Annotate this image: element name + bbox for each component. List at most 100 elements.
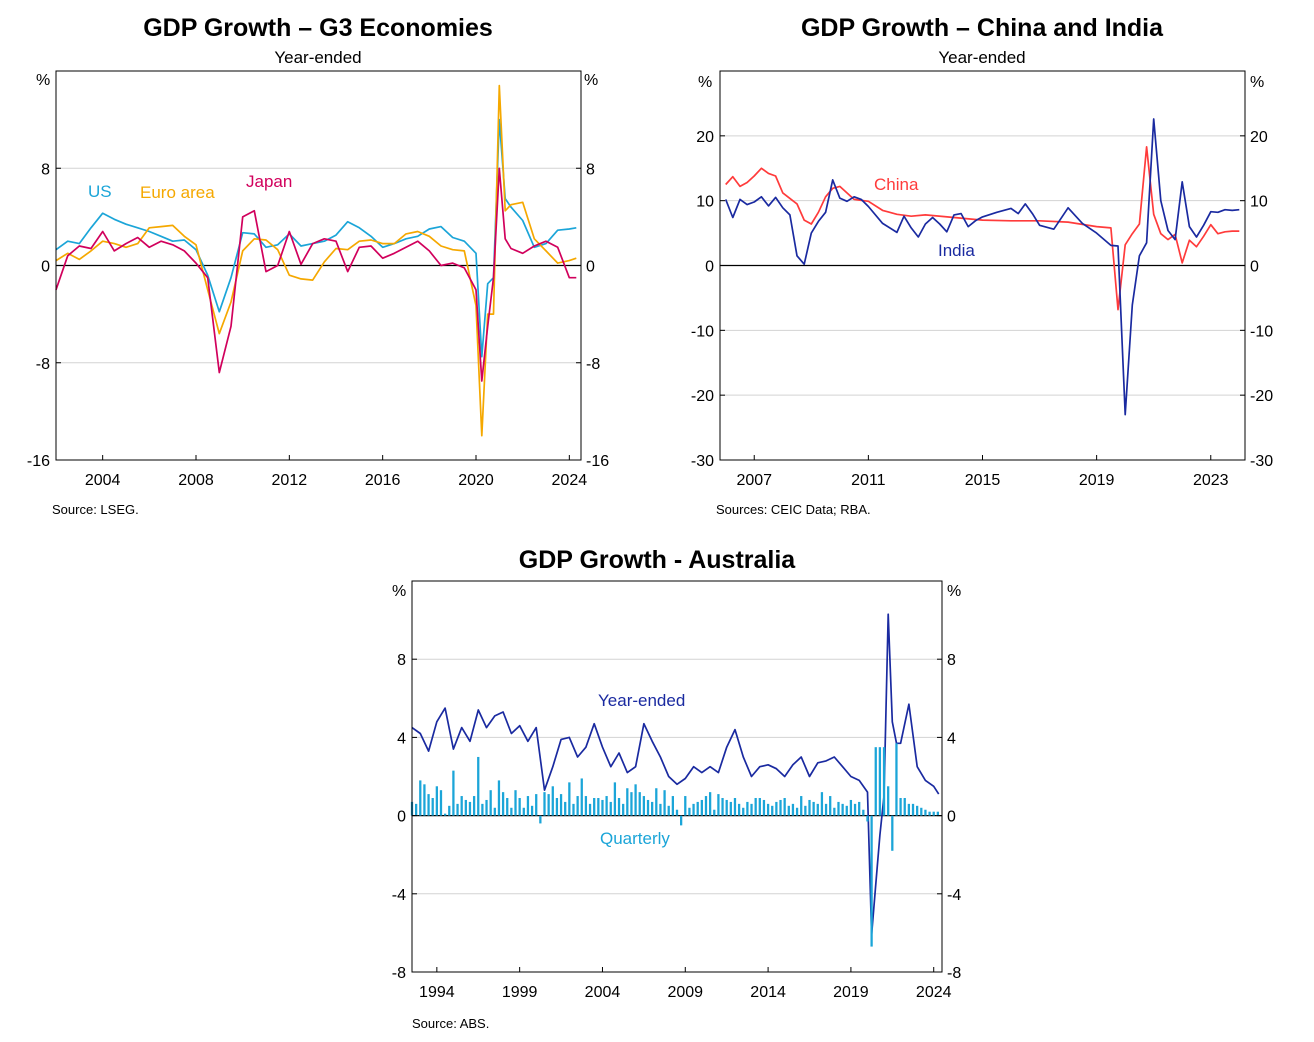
chart-au-xtick: 2019 xyxy=(833,984,869,1001)
chart-au-legend-year-ended: Year-ended xyxy=(598,691,685,710)
chart-au-bar-quarterly xyxy=(630,792,633,816)
chart-au-bar-quarterly xyxy=(489,790,492,816)
chart-g3-legend-us: US xyxy=(88,182,112,201)
chart-au-bar-quarterly xyxy=(762,799,766,816)
chart-ci-ylabel-left: % xyxy=(698,74,712,91)
chart-au-bar-quarterly xyxy=(671,796,674,816)
chart-au-title: GDP Growth - Australia xyxy=(519,546,797,574)
chart-au-ytick-right: 4 xyxy=(947,730,956,747)
chart-au-bar-quarterly xyxy=(721,798,724,816)
chart-ci-ytick-right: -10 xyxy=(1250,323,1273,340)
chart-g3-ytick-left: 0 xyxy=(41,259,50,276)
chart-ci-xtick: 2007 xyxy=(736,472,772,489)
chart-ci-ytick-right: -30 xyxy=(1250,453,1273,470)
chart-au-bar-quarterly xyxy=(667,805,670,816)
chart-au-bar-quarterly xyxy=(858,801,861,816)
chart-au-ytick-right: -4 xyxy=(947,887,961,904)
chart-au-bar-quarterly xyxy=(717,794,720,816)
chart-g3-ytick-right: -16 xyxy=(586,453,609,470)
chart-ci-line-china xyxy=(725,146,1240,311)
chart-au-bar-quarterly xyxy=(593,798,596,816)
chart-au-bar-quarterly xyxy=(547,794,550,816)
chart-g3-xtick: 2012 xyxy=(272,472,308,489)
chart-au-bar-quarterly xyxy=(514,790,517,816)
chart-au-bar-quarterly xyxy=(522,807,525,816)
chart-au-bar-quarterly xyxy=(555,798,559,816)
chart-au-bar-quarterly xyxy=(613,782,617,816)
chart-ci-xtick: 2019 xyxy=(1079,472,1115,489)
chart-china-india: GDP Growth – China and India Year-ended … xyxy=(691,14,1273,517)
chart-au-bar-quarterly xyxy=(804,805,807,816)
chart-au-bar-quarterly xyxy=(737,803,741,816)
chart-australia: GDP Growth - Australia -8 -8 -4 -4 0 0 4 4 8 8 199… xyxy=(392,546,962,1031)
chart-au-bar-quarterly xyxy=(431,798,434,816)
chart-g3-legend-japan: Japan xyxy=(246,172,292,191)
chart-ci-xtick: 2015 xyxy=(965,472,1001,489)
chart-g3-ytick-right: -8 xyxy=(586,356,600,373)
chart-au-ytick-right: 8 xyxy=(947,652,956,669)
chart-au-bar-quarterly xyxy=(443,813,447,816)
chart-g3-ytick-left: 8 xyxy=(41,161,50,178)
chart-au-bar-quarterly xyxy=(791,803,795,816)
chart-au-bar-quarterly xyxy=(622,803,625,816)
chart-au-legend-quarterly: Quarterly xyxy=(600,829,670,848)
chart-au-bar-quarterly xyxy=(506,798,509,816)
chart-ci-ylabel-right: % xyxy=(1250,74,1264,91)
chart-au-bar-quarterly xyxy=(535,794,538,816)
chart-ci-xtick: 2023 xyxy=(1193,472,1229,489)
chart-ci-ytick-left: 10 xyxy=(696,194,714,211)
chart-au-bar-quarterly xyxy=(530,805,534,816)
chart-au-bar-quarterly xyxy=(779,799,782,816)
chart-au-bar-quarterly xyxy=(895,743,898,816)
chart-au-xtick: 2009 xyxy=(667,984,703,1001)
chart-au-bar-quarterly xyxy=(837,801,840,816)
chart-g3-line-japan xyxy=(55,167,577,382)
chart-au-bar-quarterly xyxy=(750,803,753,816)
chart-au-ytick-left: 0 xyxy=(397,809,406,826)
chart-au-bar-quarterly xyxy=(887,786,890,816)
chart-au-bar-quarterly xyxy=(696,801,699,816)
chart-au-bar-quarterly xyxy=(688,807,691,816)
chart-au-bar-quarterly xyxy=(415,803,418,816)
chart-au-bar-quarterly xyxy=(899,798,902,816)
chart-au-bar-quarterly xyxy=(559,794,563,816)
chart-au-bar-quarterly xyxy=(634,784,637,816)
chart-au-bar-quarterly xyxy=(597,798,600,816)
chart-au-bar-quarterly xyxy=(460,796,463,816)
chart-au-bar-quarterly xyxy=(481,803,484,816)
chart-au-ytick-right: -8 xyxy=(947,965,961,982)
chart-ci-ytick-left: -30 xyxy=(691,453,714,470)
chart-ci-ytick-right: 10 xyxy=(1250,194,1268,211)
chart-ci-line-india xyxy=(724,118,1240,416)
chart-au-bar-quarterly xyxy=(448,805,451,816)
chart-au-bar-quarterly xyxy=(646,799,650,816)
chart-au-bar-quarterly xyxy=(845,805,848,816)
chart-au-bar-quarterly xyxy=(680,815,683,826)
chart-ci-subtitle: Year-ended xyxy=(938,48,1025,67)
chart-g3-xtick: 2024 xyxy=(552,472,588,489)
chart-au-bar-quarterly xyxy=(833,807,836,816)
chart-au-bar-quarterly xyxy=(568,782,571,816)
chart-ci-ytick-left: 20 xyxy=(696,129,714,146)
chart-g3-xtick: 2004 xyxy=(85,472,121,489)
chart-g3-ylabel-left: % xyxy=(36,72,50,89)
chart-au-bar-quarterly xyxy=(493,807,496,816)
chart-g3-legend-euro-area: Euro area xyxy=(140,183,215,202)
chart-au-bar-quarterly xyxy=(932,811,935,816)
chart-ci-ytick-right: -20 xyxy=(1250,388,1273,405)
chart-au-bar-quarterly xyxy=(617,798,621,816)
chart-au-bar-quarterly xyxy=(746,801,749,816)
chart-au-bar-quarterly xyxy=(816,803,819,816)
chart-au-bar-quarterly xyxy=(684,796,687,816)
chart-au-bar-quarterly xyxy=(758,798,761,816)
chart-au-bar-quarterly xyxy=(539,815,542,824)
chart-au-ytick-left: -4 xyxy=(392,887,406,904)
chart-au-bar-quarterly xyxy=(472,796,476,816)
chart-au-bar-quarterly xyxy=(456,803,459,816)
chart-g3-subtitle: Year-ended xyxy=(274,48,361,67)
chart-au-bar-quarterly xyxy=(464,799,467,816)
chart-g3-ytick-right: 8 xyxy=(586,161,595,178)
chart-au-bar-quarterly xyxy=(874,747,877,816)
chart-au-bar-quarterly xyxy=(754,798,757,816)
chart-au-bar-quarterly xyxy=(903,798,906,816)
